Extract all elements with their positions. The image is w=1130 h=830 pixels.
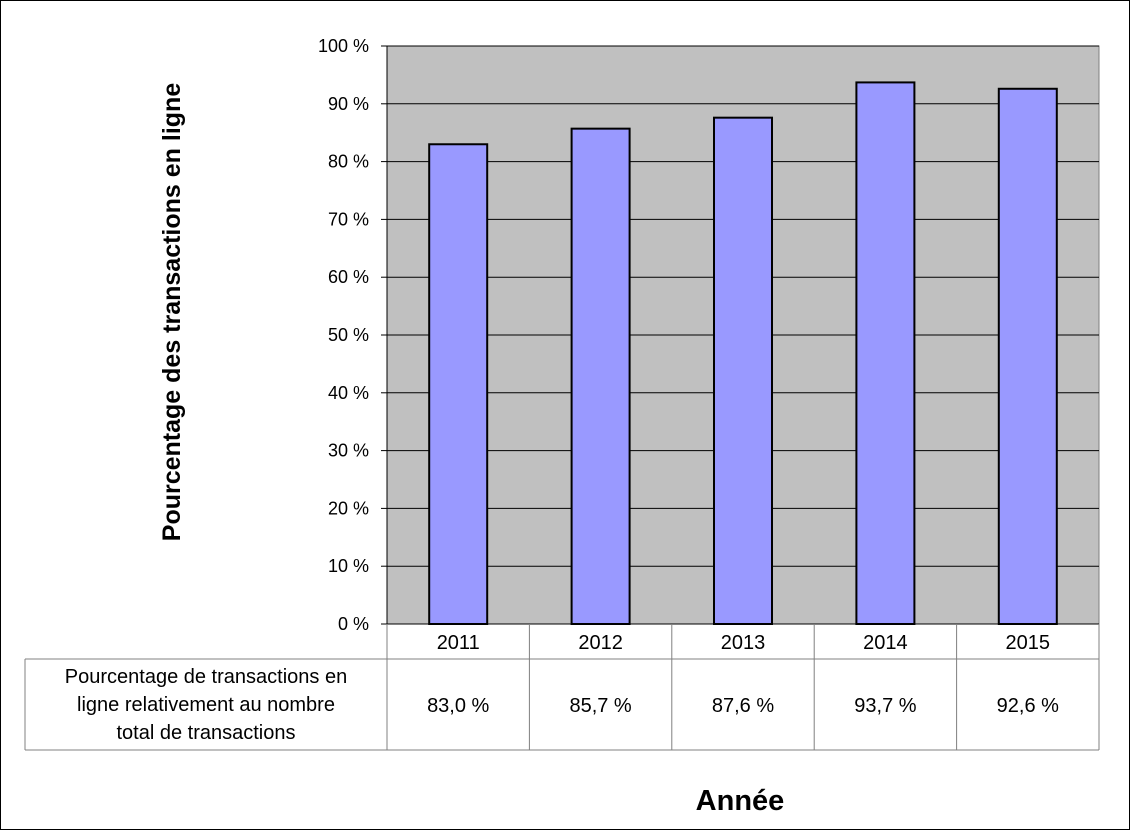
x-category-label: 2014 <box>863 632 908 654</box>
bar-2012 <box>570 127 631 626</box>
y-tick-label: 10 % <box>328 556 369 576</box>
y-axis-label: Pourcentage des transactions en ligne <box>158 83 186 542</box>
y-tick-label: 80 % <box>328 152 369 172</box>
table-value-cell: 92,6 % <box>997 695 1059 717</box>
x-category-label: 2012 <box>578 632 623 654</box>
data-table: 2011 2012 2013 2014 2015 83,0 % 85,7 % 87,6 % 93… <box>24 623 1100 751</box>
y-tick-label: 100 % <box>318 36 369 56</box>
table-value-cell: 87,6 % <box>712 695 774 717</box>
table-row-header-line: total de transactions <box>117 722 296 744</box>
x-axis-label: Année <box>696 785 785 817</box>
bar-2013 <box>713 116 773 625</box>
bar-2015 <box>997 87 1058 626</box>
y-tick-label: 0 % <box>338 614 369 634</box>
y-tick-label: 20 % <box>328 498 369 518</box>
y-tick-label: 70 % <box>328 209 369 229</box>
table-value-cell: 93,7 % <box>854 695 916 717</box>
y-tick-label: 90 % <box>328 94 369 114</box>
y-tick-label: 40 % <box>328 383 369 403</box>
bars <box>428 81 1058 626</box>
x-category-label: 2011 <box>437 632 480 654</box>
x-category-label: 2013 <box>721 632 766 654</box>
x-category-label: 2015 <box>1006 632 1051 654</box>
bar-2011 <box>428 143 489 625</box>
table-row-header-line: Pourcentage de transactions en <box>65 666 347 688</box>
y-tick-label: 30 % <box>328 441 369 461</box>
table-row-header-line: ligne relativement au nombre <box>77 694 335 716</box>
bar-2014 <box>855 81 916 625</box>
y-axis-ticks: 0 % 10 % 20 % 30 % 40 % 50 % 60 % 70 % 80 % 90 % 1… <box>318 36 388 634</box>
y-tick-label: 50 % <box>328 325 369 345</box>
table-value-cell: 85,7 % <box>569 695 631 717</box>
table-value-cell: 83,0 % <box>427 695 489 717</box>
y-tick-label: 60 % <box>328 267 369 287</box>
